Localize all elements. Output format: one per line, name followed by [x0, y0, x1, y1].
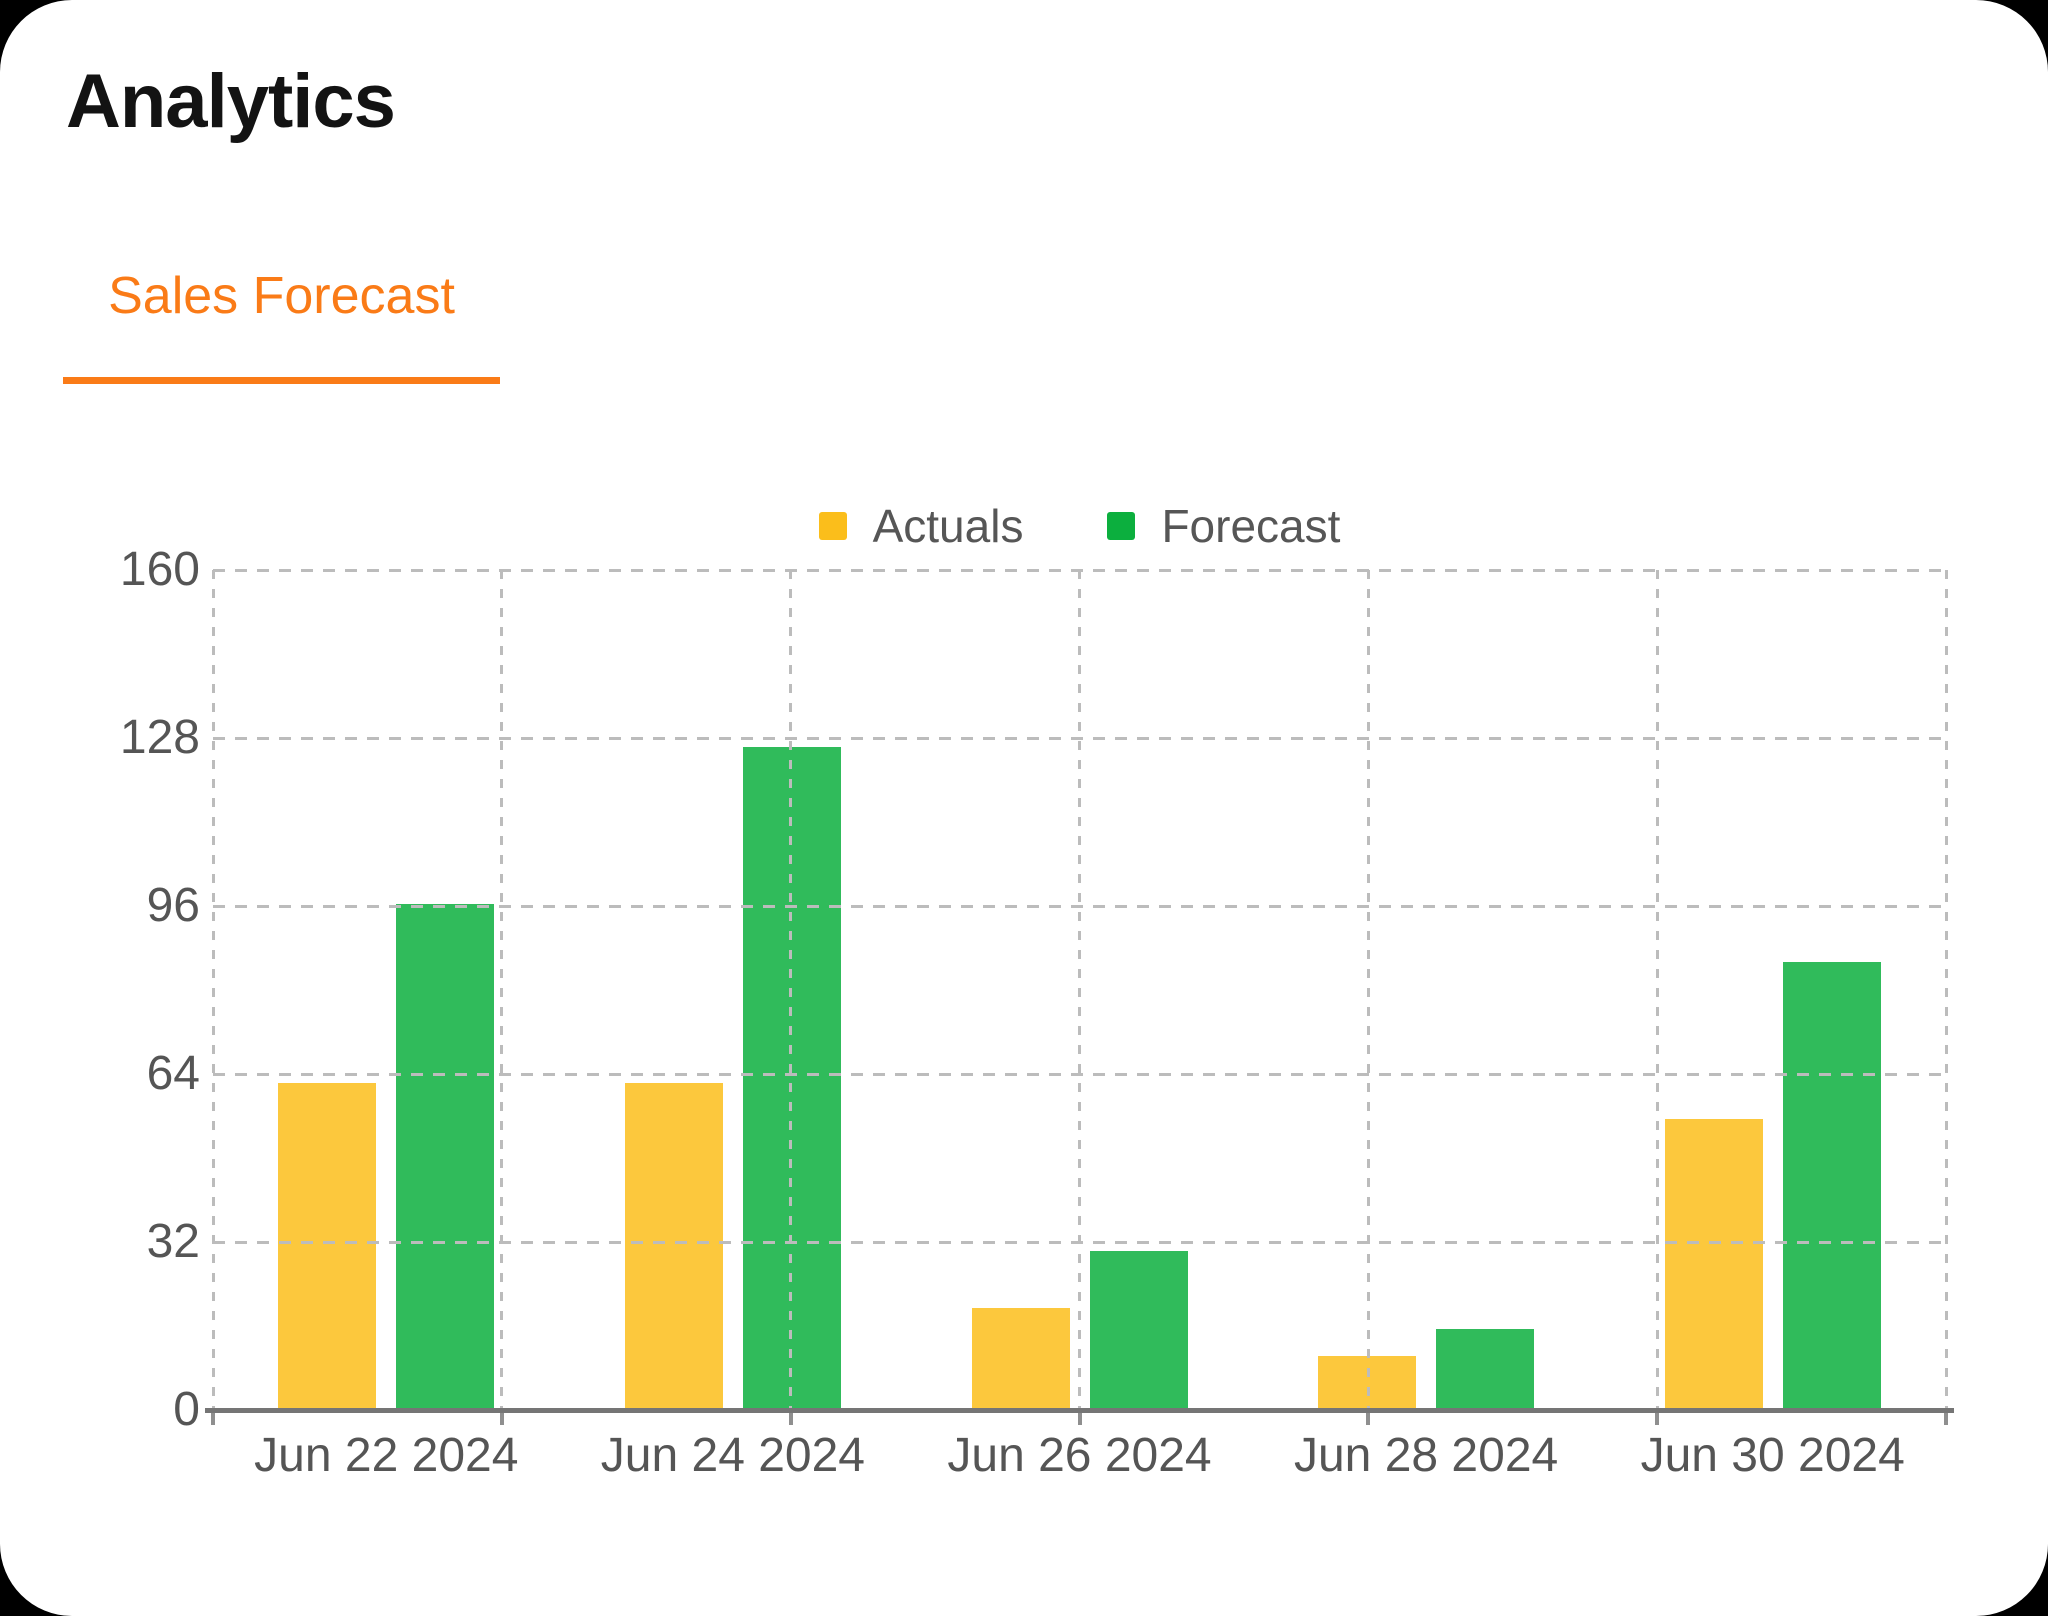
x-axis-tick: [211, 1413, 215, 1425]
x-axis-tick: [1077, 1413, 1082, 1425]
x-axis-tick: [1944, 1413, 1948, 1425]
x-axis-tick: [499, 1413, 504, 1425]
legend-label: Forecast: [1161, 500, 1341, 552]
bar-actuals-jun-24-2024[interactable]: [624, 1082, 723, 1408]
vertical-gridline: [1078, 570, 1081, 1410]
x-axis-category-label: Jun 24 2024: [600, 1429, 865, 1482]
chart-legend: Actuals Forecast: [213, 496, 1946, 556]
bar-actuals-jun-22-2024[interactable]: [278, 1082, 377, 1408]
page-title: Analytics: [66, 59, 396, 144]
bar-actuals-jun-26-2024[interactable]: [971, 1308, 1070, 1408]
legend-swatch-icon: [818, 512, 847, 540]
legend-item-forecast[interactable]: Forecast: [1107, 499, 1340, 553]
x-axis-category-label: Jun 26 2024: [947, 1429, 1212, 1482]
vertical-gridline: [211, 570, 215, 1410]
tab-sales-forecast-label: Sales Forecast: [108, 267, 455, 325]
x-axis-tick: [788, 1413, 793, 1425]
bar-actuals-jun-30-2024[interactable]: [1664, 1119, 1763, 1408]
x-axis-category-label: Jun 30 2024: [1640, 1429, 1905, 1482]
legend-label: Actuals: [872, 500, 1024, 552]
vertical-gridline: [1944, 570, 1948, 1410]
y-axis-tick-label: 64: [146, 1047, 200, 1100]
y-axis-tick-label: 0: [173, 1383, 200, 1436]
x-axis-line: [205, 1408, 1954, 1413]
vertical-gridline: [789, 570, 793, 1410]
bar-forecast-jun-26-2024[interactable]: [1089, 1250, 1188, 1408]
legend-item-actuals[interactable]: Actuals: [818, 499, 1024, 553]
y-axis-tick-label: 32: [146, 1215, 200, 1268]
legend-swatch-icon: [1107, 512, 1136, 540]
active-tab-underline: [63, 377, 500, 384]
y-axis-tick-label: 128: [119, 711, 200, 764]
x-axis-category-label: Jun 22 2024: [254, 1429, 519, 1482]
vertical-gridline: [1655, 570, 1659, 1410]
bar-forecast-jun-28-2024[interactable]: [1436, 1329, 1535, 1408]
bar-forecast-jun-22-2024[interactable]: [396, 904, 495, 1408]
y-axis-tick-label: 96: [146, 879, 200, 932]
bar-forecast-jun-30-2024[interactable]: [1782, 961, 1881, 1408]
y-axis-tick-label: 160: [119, 543, 200, 596]
chart-plot-area: [205, 569, 1954, 1425]
x-axis-tick: [1655, 1413, 1660, 1425]
vertical-gridline: [1366, 570, 1370, 1410]
x-axis-tick: [1366, 1413, 1371, 1425]
tab-sales-forecast[interactable]: Sales Forecast: [63, 252, 500, 384]
x-axis-category-label: Jun 28 2024: [1293, 1429, 1559, 1482]
vertical-gridline: [500, 570, 504, 1410]
